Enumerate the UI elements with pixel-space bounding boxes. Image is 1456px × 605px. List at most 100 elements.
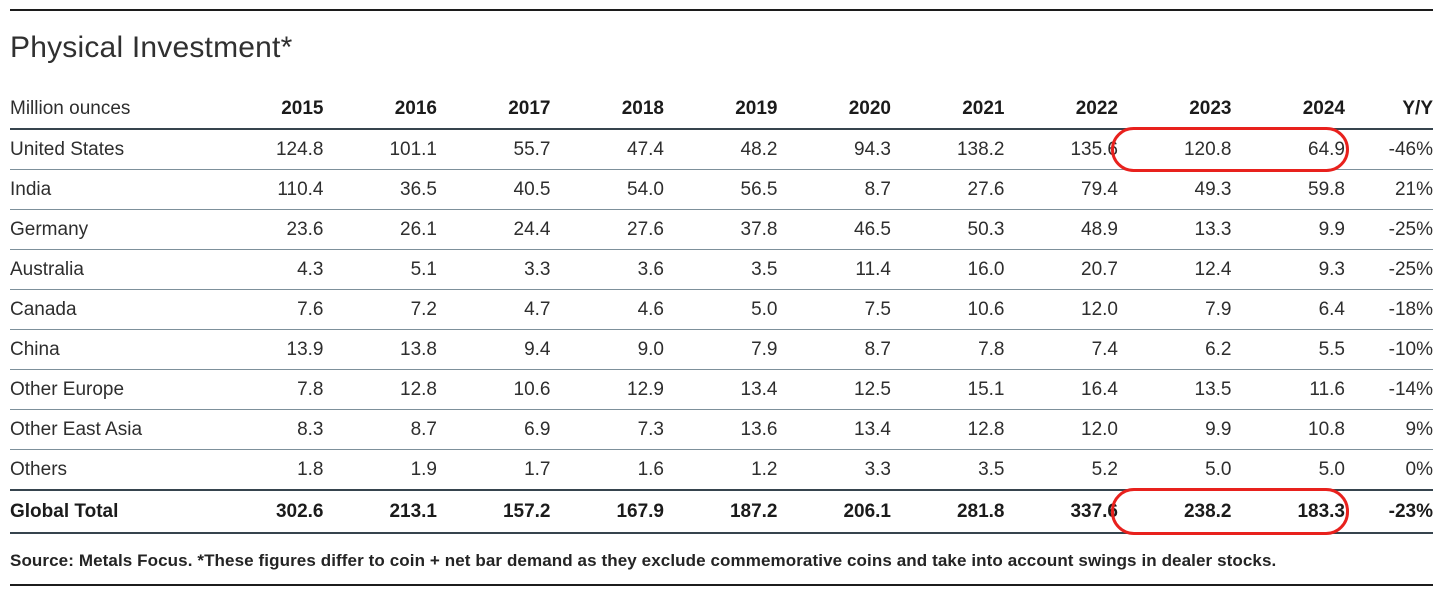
cell-2018: 9.0: [637, 338, 664, 360]
cell-2016: 8.7: [410, 418, 437, 440]
cell-2018: 4.6: [637, 298, 664, 320]
column-header-2021: 2021: [962, 98, 1005, 119]
cell-yoy: 9%: [1405, 418, 1433, 440]
cell-2023: 13.3: [1194, 218, 1232, 240]
column-header-2020: 2020: [848, 98, 891, 119]
cell-2015: 7.8: [297, 378, 324, 400]
cell-2015: 8.3: [297, 418, 324, 440]
cell-2024: 64.9: [1308, 138, 1345, 160]
cell-2019: 13.4: [740, 378, 778, 400]
row-label: China: [10, 338, 60, 360]
cell-2020: 46.5: [854, 218, 891, 240]
cell-2021: 15.1: [967, 378, 1005, 400]
cell-2018: 167.9: [616, 500, 664, 522]
cell-2024: 5.0: [1318, 458, 1345, 480]
table-body: United States 124.8 101.1 55.7 47.4 48.2 94.3 1…: [10, 127, 1433, 489]
table-row-others: Others 1.8 1.9 1.7 1.6 1.2 3.3 3.5 5.2 5.0 5.0 0%: [10, 450, 1433, 489]
cell-2019: 187.2: [729, 500, 778, 522]
cell-2023: 5.0: [1205, 458, 1232, 480]
cell-2017: 4.7: [524, 298, 551, 320]
row-label: Other East Asia: [10, 418, 143, 440]
row-label: India: [10, 178, 52, 200]
cell-2015: 124.8: [275, 138, 324, 160]
cell-2023: 120.8: [1183, 138, 1232, 160]
row-label: Other Europe: [10, 378, 125, 400]
cell-2016: 1.9: [410, 458, 437, 480]
cell-2022: 48.9: [1081, 218, 1118, 240]
cell-2021: 27.6: [967, 178, 1005, 200]
cell-2017: 9.4: [524, 338, 551, 360]
cell-yoy: -23%: [1388, 500, 1433, 522]
cell-2019: 1.2: [751, 458, 778, 480]
cell-2018: 1.6: [637, 458, 664, 480]
row-label: United States: [10, 138, 125, 160]
table-row-global-total: Global Total 302.6 213.1 157.2 167.9 187.2 206…: [10, 488, 1433, 535]
cell-2022: 20.7: [1081, 258, 1118, 280]
cell-2015: 23.6: [286, 218, 324, 240]
cell-2015: 13.9: [286, 338, 324, 360]
cell-2015: 4.3: [297, 258, 324, 280]
cell-yoy: -18%: [1388, 298, 1433, 320]
cell-2016: 12.8: [400, 378, 437, 400]
cell-2020: 3.3: [864, 458, 891, 480]
cell-2019: 56.5: [740, 178, 778, 200]
cell-2021: 7.8: [978, 338, 1005, 360]
cell-2023: 6.2: [1205, 338, 1232, 360]
cell-2019: 48.2: [740, 138, 778, 160]
cell-2020: 8.7: [864, 178, 891, 200]
cell-2021: 281.8: [956, 500, 1005, 522]
cell-yoy: -25%: [1388, 218, 1433, 240]
cell-2022: 12.0: [1081, 418, 1118, 440]
cell-2024: 5.5: [1318, 338, 1345, 360]
table-row-australia: Australia 4.3 5.1 3.3 3.6 3.5 11.4 16.0 20.7 12.4…: [10, 250, 1433, 290]
row-label: Canada: [10, 298, 77, 320]
cell-2016: 213.1: [389, 500, 437, 522]
cell-yoy: -10%: [1388, 338, 1433, 360]
cell-2023: 12.4: [1194, 258, 1232, 280]
column-header-2024: 2024: [1302, 98, 1345, 119]
table-row-india: India 110.4 36.5 40.5 54.0 56.5 8.7 27.6 79.4 49.…: [10, 170, 1433, 210]
cell-2017: 10.6: [513, 378, 551, 400]
cell-yoy: -14%: [1388, 378, 1433, 400]
cell-2021: 50.3: [967, 218, 1005, 240]
table-row-other-europe: Other Europe 7.8 12.8 10.6 12.9 13.4 12.5 15.1 1…: [10, 370, 1433, 410]
source-note: Source: Metals Focus. *These figures dif…: [10, 551, 1277, 570]
cell-2017: 6.9: [524, 418, 551, 440]
cell-2016: 7.2: [410, 298, 437, 320]
cell-2020: 13.4: [854, 418, 891, 440]
table-row-united-states: United States 124.8 101.1 55.7 47.4 48.2 94.3 1…: [10, 127, 1433, 172]
cell-2019: 37.8: [740, 218, 778, 240]
cell-2017: 3.3: [524, 258, 551, 280]
cell-2017: 55.7: [513, 138, 551, 160]
cell-2020: 7.5: [864, 298, 891, 320]
column-header-2022: 2022: [1075, 98, 1118, 119]
cell-2023: 7.9: [1205, 298, 1232, 320]
cell-2021: 138.2: [956, 138, 1005, 160]
cell-2022: 337.6: [1070, 500, 1118, 522]
cell-2022: 5.2: [1091, 458, 1118, 480]
cell-2016: 101.1: [389, 138, 437, 160]
cell-yoy: 0%: [1405, 458, 1433, 480]
column-header-2016: 2016: [394, 98, 437, 119]
cell-2021: 3.5: [978, 458, 1005, 480]
cell-2022: 16.4: [1081, 378, 1118, 400]
row-label: Australia: [10, 258, 84, 280]
column-header-2015: 2015: [281, 98, 324, 119]
cell-2016: 26.1: [400, 218, 437, 240]
cell-2024: 10.8: [1308, 418, 1345, 440]
cell-2024: 11.6: [1309, 378, 1345, 400]
cell-2019: 13.6: [740, 418, 778, 440]
unit-label: Million ounces: [10, 98, 131, 119]
cell-2024: 59.8: [1308, 178, 1345, 200]
table-header-row: Million ounces 2015 2016 2017 2018 2019 2020 20…: [10, 90, 1433, 130]
cell-2018: 7.3: [637, 418, 664, 440]
cell-2020: 94.3: [854, 138, 891, 160]
cell-2017: 1.7: [524, 458, 551, 480]
row-label: Germany: [10, 218, 89, 240]
table-row-canada: Canada 7.6 7.2 4.7 4.6 5.0 7.5 10.6 12.0 7.9 6.4 -1…: [10, 290, 1433, 330]
page-title: Physical Investment*: [10, 31, 293, 64]
cell-2018: 27.6: [627, 218, 664, 240]
cell-2021: 16.0: [967, 258, 1005, 280]
column-header-2019: 2019: [735, 98, 778, 119]
